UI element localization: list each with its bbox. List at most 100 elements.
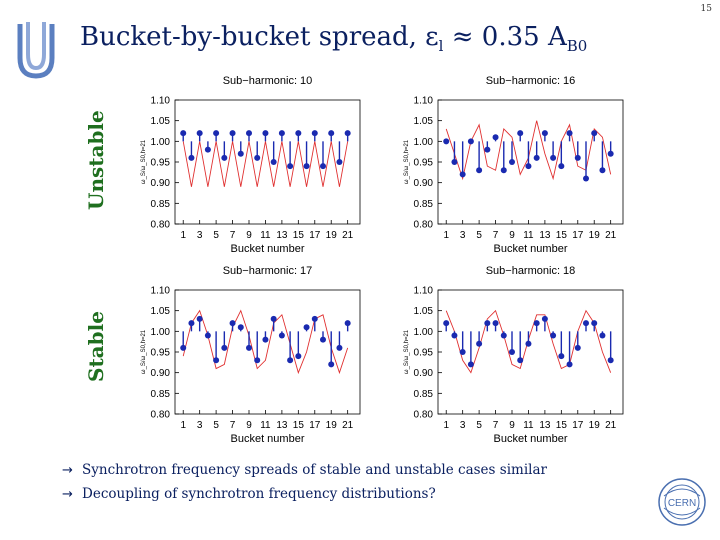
x-tick-label: 5	[476, 420, 482, 431]
title-rest: ≈ 0.35 A	[443, 22, 567, 52]
y-tick-label: 0.90	[151, 178, 171, 189]
x-tick-label: 17	[309, 420, 321, 431]
data-point	[607, 150, 614, 157]
data-point	[574, 154, 581, 161]
data-point	[566, 130, 573, 137]
data-point	[262, 336, 269, 343]
y-axis-label: ω_S/ω_S0,h=21	[404, 329, 410, 374]
data-point	[533, 320, 540, 327]
x-tick-label: 11	[260, 420, 271, 431]
data-point	[525, 340, 532, 347]
x-axis-label: Bucket number	[231, 433, 305, 445]
x-tick-label: 11	[523, 230, 534, 241]
data-point	[221, 344, 228, 351]
x-tick-label: 1	[180, 230, 186, 241]
data-point	[204, 146, 211, 153]
data-point	[459, 171, 466, 178]
data-point	[476, 167, 483, 174]
data-point	[443, 320, 450, 327]
title-subscript-l: l	[438, 37, 444, 56]
x-tick-label: 15	[293, 230, 305, 241]
data-point	[188, 320, 195, 327]
data-point	[566, 361, 573, 368]
data-point	[311, 130, 318, 137]
data-point	[287, 357, 294, 364]
y-tick-label: 0.85	[414, 199, 434, 210]
data-point	[500, 167, 507, 174]
data-point	[599, 167, 606, 174]
data-point	[509, 159, 515, 165]
data-point	[246, 130, 252, 137]
data-point	[254, 357, 261, 364]
data-point	[443, 138, 450, 145]
data-point	[254, 154, 261, 161]
data-point	[558, 353, 565, 360]
x-tick-label: 15	[556, 230, 568, 241]
y-tick-label: 1.00	[151, 327, 171, 338]
x-tick-label: 9	[509, 230, 515, 241]
x-tick-label: 11	[523, 420, 534, 431]
chart-title: Sub−harmonic: 16	[486, 75, 576, 87]
title-main: Bucket-by-bucket spread, ε	[80, 22, 439, 52]
data-point	[295, 353, 302, 360]
data-point	[550, 332, 557, 339]
x-tick-label: 19	[589, 420, 601, 431]
x-tick-label: 17	[572, 230, 584, 241]
x-tick-label: 17	[309, 230, 321, 241]
y-tick-label: 0.80	[414, 220, 434, 231]
data-point	[459, 349, 466, 355]
data-point	[328, 130, 335, 137]
university-logo-icon	[17, 22, 55, 79]
data-point	[320, 336, 326, 343]
data-point	[484, 146, 491, 153]
x-tick-label: 19	[589, 230, 601, 241]
x-tick-label: 9	[246, 420, 252, 431]
data-point	[196, 315, 203, 322]
x-tick-label: 11	[260, 230, 271, 241]
x-tick-label: 13	[276, 420, 288, 431]
data-point	[533, 154, 540, 161]
data-point	[311, 315, 318, 322]
chart-panel-subharmonic-18: Sub−harmonic: 18 0.80 0.85 0.90 0.95 1.00 1.05…	[383, 262, 638, 462]
data-point	[213, 357, 220, 364]
y-tick-label: 1.05	[414, 306, 434, 317]
data-point	[541, 315, 548, 322]
data-point	[591, 320, 598, 327]
x-axis-label: Bucket number	[494, 243, 568, 255]
x-tick-label: 13	[539, 420, 551, 431]
y-axis-label: ω_S/ω_S0,h=21	[404, 139, 410, 184]
y-tick-label: 1.10	[151, 96, 171, 107]
data-point	[574, 344, 581, 351]
data-point	[213, 130, 220, 137]
y-tick-label: 1.00	[414, 327, 434, 338]
bullet-text: Decoupling of synchrotron frequency dist…	[82, 486, 436, 502]
bullet-item: → Synchrotron frequency spreads of stable…	[62, 458, 547, 482]
cern-logo-text: CERN	[668, 498, 696, 509]
y-tick-label: 0.85	[151, 199, 171, 210]
y-tick-label: 0.90	[414, 368, 434, 379]
x-tick-label: 5	[213, 230, 219, 241]
data-point	[541, 130, 548, 137]
y-tick-label: 1.00	[151, 137, 171, 148]
y-tick-label: 1.00	[414, 137, 434, 148]
y-axis-label: ω_S/ω_S0,h=21	[141, 139, 147, 184]
y-tick-label: 0.80	[151, 220, 171, 231]
x-tick-label: 9	[509, 420, 515, 431]
data-point	[467, 138, 474, 145]
data-point	[467, 361, 474, 368]
data-point	[180, 344, 187, 351]
data-point	[336, 344, 343, 351]
unstable-label: Unstable	[84, 110, 108, 210]
data-point	[517, 130, 524, 137]
data-point	[237, 324, 244, 331]
x-tick-label: 1	[443, 230, 449, 241]
data-point	[525, 163, 532, 170]
y-tick-label: 1.05	[151, 306, 171, 317]
data-point	[336, 159, 343, 165]
y-tick-label: 0.85	[414, 389, 434, 400]
x-tick-label: 13	[539, 230, 551, 241]
x-tick-label: 5	[213, 420, 219, 431]
data-point	[328, 361, 335, 368]
data-point	[237, 150, 244, 157]
bullet-text: Synchrotron frequency spreads of stable …	[82, 462, 547, 478]
